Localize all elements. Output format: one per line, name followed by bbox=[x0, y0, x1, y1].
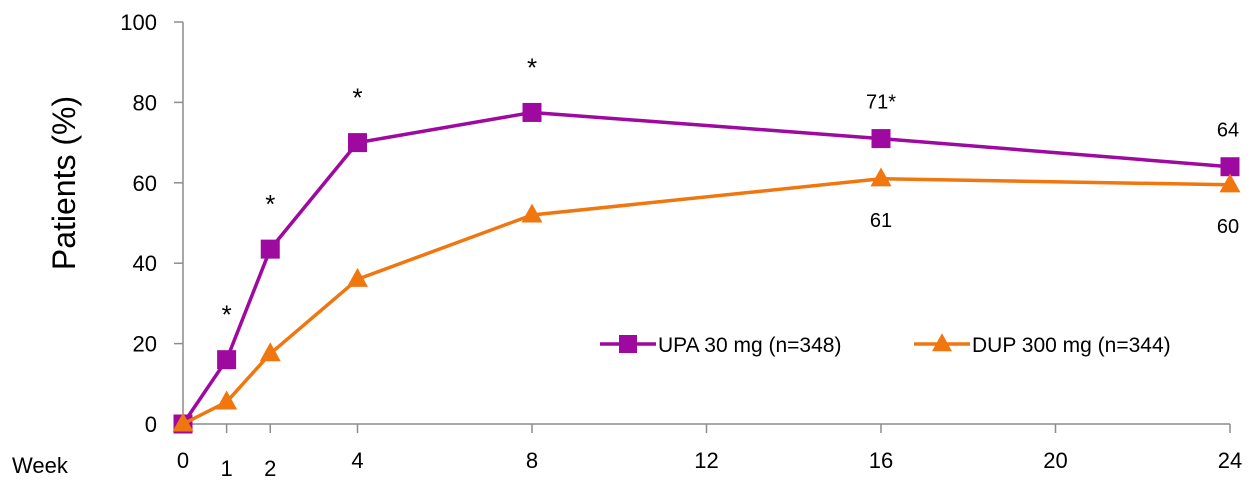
y-tick-label: 0 bbox=[145, 412, 157, 437]
triangle-marker bbox=[216, 390, 238, 410]
legend-label: UPA 30 mg (n=348) bbox=[658, 334, 841, 357]
triangle-marker bbox=[259, 342, 281, 362]
y-axis-label: Patients (%) bbox=[46, 96, 82, 270]
significance-marker: * bbox=[222, 300, 232, 330]
triangle-marker bbox=[932, 333, 952, 352]
square-marker bbox=[1220, 157, 1240, 177]
triangle-marker bbox=[521, 203, 543, 223]
x-tick-label: 16 bbox=[869, 448, 893, 473]
x-tick-label: 24 bbox=[1218, 448, 1242, 473]
data-label: 64 bbox=[1217, 120, 1239, 142]
triangle-marker bbox=[870, 167, 892, 187]
x-tick-label: 2 bbox=[264, 456, 276, 481]
legend-item-1: DUP 300 mg (n=344) bbox=[914, 333, 1171, 357]
legend: UPA 30 mg (n=348) DUP 300 mg (n=344) bbox=[600, 333, 1171, 357]
y-tick-label: 80 bbox=[133, 90, 157, 115]
triangle-marker bbox=[347, 267, 368, 287]
triangle-marker bbox=[1219, 173, 1241, 193]
significance-marker: * bbox=[527, 52, 537, 82]
y-tick-label: 40 bbox=[133, 251, 157, 276]
square-marker bbox=[260, 239, 280, 259]
triangle-marker bbox=[172, 412, 194, 432]
square-marker bbox=[619, 335, 637, 353]
x-tick-label: 20 bbox=[1043, 448, 1067, 473]
y-tick-label: 60 bbox=[133, 171, 157, 196]
significance-marker: * bbox=[352, 83, 362, 113]
significance-marker: * bbox=[265, 189, 275, 219]
data-label: 60 bbox=[1217, 216, 1239, 238]
data-label: 71* bbox=[866, 92, 896, 114]
x-tick-label: 12 bbox=[694, 448, 718, 473]
y-tick-label: 20 bbox=[133, 332, 157, 357]
square-marker bbox=[348, 133, 367, 153]
x-tick-label: 8 bbox=[526, 448, 538, 473]
series-line bbox=[182, 177, 1231, 426]
data-label: 61 bbox=[870, 210, 892, 232]
y-tick-label: 100 bbox=[120, 10, 157, 35]
series-0 bbox=[173, 102, 1240, 434]
legend-label: DUP 300 mg (n=344) bbox=[972, 334, 1171, 357]
x-tick-label: 1 bbox=[221, 456, 233, 481]
x-axis-prefix-label: Week bbox=[12, 453, 69, 478]
x-tick-label: 0 bbox=[177, 448, 189, 473]
series-1 bbox=[172, 167, 1241, 432]
series-layer bbox=[172, 102, 1241, 434]
annotations: * * * * 71* 64 61 60 bbox=[222, 52, 1240, 329]
legend-item-0: UPA 30 mg (n=348) bbox=[600, 334, 841, 357]
square-marker bbox=[522, 102, 542, 122]
square-marker bbox=[871, 129, 891, 149]
square-marker bbox=[217, 350, 237, 370]
series-line bbox=[181, 110, 1231, 425]
x-tick-label: 4 bbox=[351, 448, 363, 473]
